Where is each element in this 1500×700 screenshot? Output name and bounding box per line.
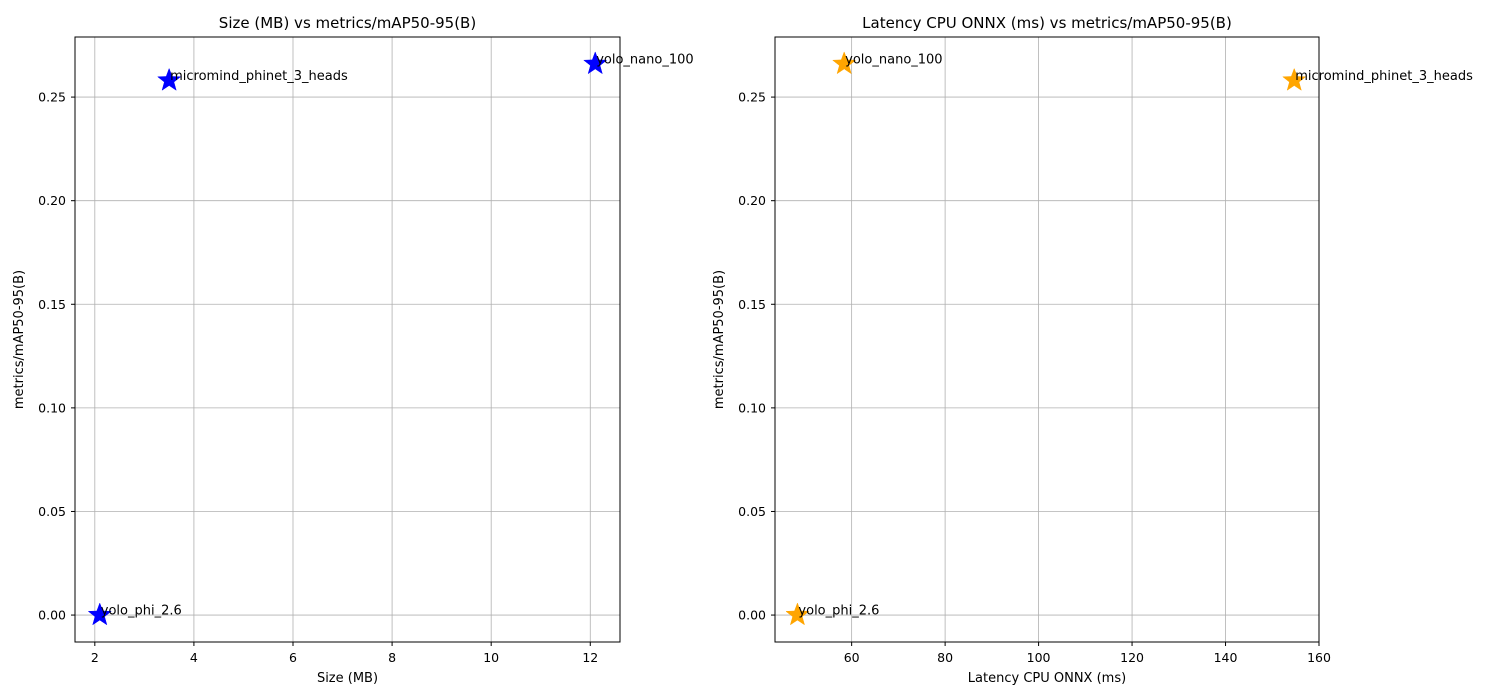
x-tick-label: 80 [937,650,953,665]
y-tick-label: 0.10 [38,400,66,415]
y-tick-label: 0.05 [738,504,766,519]
y-tick-label: 0.20 [38,193,66,208]
point-annotation: yolo_phi_2.6 [798,604,879,619]
y-tick-label: 0.00 [738,608,766,623]
x-tick-label: 10 [483,650,499,665]
x-tick-label: 6 [289,650,297,665]
y-axis-label: metrics/mAP50-95(B) [12,270,27,409]
y-tick-label: 0.15 [738,297,766,312]
x-axis-label: Latency CPU ONNX (ms) [968,671,1126,686]
data-point-star [87,602,112,626]
point-annotation: yolo_phi_2.6 [101,604,182,619]
x-tick-label: 100 [1027,650,1051,665]
x-tick-label: 160 [1307,650,1331,665]
x-tick-label: 4 [190,650,198,665]
chart-title: Size (MB) vs metrics/mAP50-95(B) [219,14,476,32]
x-tick-label: 12 [582,650,598,665]
plot-frame [74,36,621,643]
y-tick-label: 0.25 [738,90,766,105]
x-tick-label: 2 [91,650,99,665]
y-axis-label: metrics/mAP50-95(B) [712,270,727,409]
y-tick-label: 0.25 [38,90,66,105]
y-tick-label: 0.10 [738,400,766,415]
point-annotation: micromind_phinet_3_heads [1295,69,1473,84]
y-tick-label: 0.05 [38,504,66,519]
y-tick-label: 0.20 [738,193,766,208]
data-point-star [785,602,810,626]
point-annotation: yolo_nano_100 [845,52,942,67]
x-tick-label: 8 [388,650,396,665]
data-point-star [832,51,857,75]
chart-panel-1: 2 4 6 8 10 12 0.00 0.05 0.10 0.15 0.20 0.25 micromin… [12,14,694,686]
x-axis-label: Size (MB) [317,671,378,686]
plot-frame [774,36,1320,643]
point-annotation: yolo_nano_100 [596,52,693,67]
x-tick-label: 60 [844,650,860,665]
chart-title: Latency CPU ONNX (ms) vs metrics/mAP50-9… [862,14,1232,32]
data-point-star [1282,67,1307,91]
x-tick-label: 120 [1120,650,1144,665]
y-tick-label: 0.15 [38,297,66,312]
y-tick-label: 0.00 [38,608,66,623]
data-point-star [157,67,182,91]
chart-panel-2: 60 80 100 120 140 160 0.00 0.05 0.10 0.15 0.20 0.25… [712,14,1473,686]
data-point-star [583,51,608,75]
point-annotation: micromind_phinet_3_heads [170,69,348,84]
x-tick-label: 140 [1214,650,1238,665]
